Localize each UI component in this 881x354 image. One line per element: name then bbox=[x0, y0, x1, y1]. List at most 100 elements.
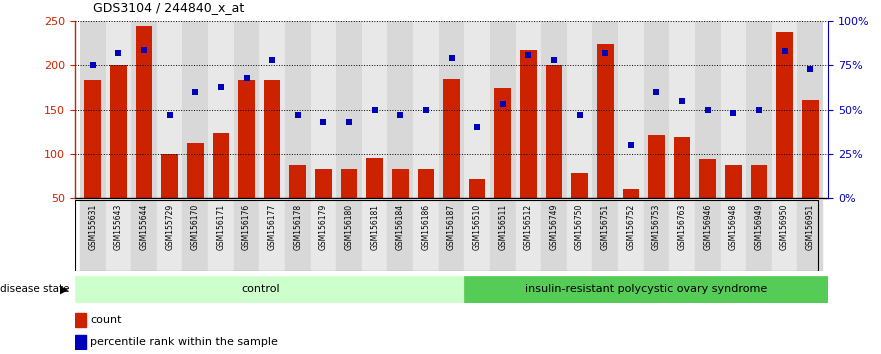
Point bbox=[496, 102, 510, 107]
Bar bbox=[746, 21, 772, 198]
Text: GSM156510: GSM156510 bbox=[472, 204, 482, 250]
Text: GSM156749: GSM156749 bbox=[550, 204, 559, 250]
Point bbox=[316, 119, 330, 125]
Text: GSM156186: GSM156186 bbox=[421, 204, 431, 250]
Bar bbox=[285, 200, 311, 271]
Bar bbox=[797, 21, 823, 198]
Bar bbox=[233, 21, 259, 198]
Bar bbox=[490, 200, 515, 271]
Bar bbox=[80, 21, 106, 198]
Bar bbox=[366, 159, 383, 198]
Bar bbox=[597, 44, 613, 198]
Text: GSM156750: GSM156750 bbox=[575, 204, 584, 250]
Point bbox=[624, 142, 638, 148]
Point bbox=[163, 112, 177, 118]
Bar bbox=[337, 200, 362, 271]
Bar bbox=[233, 200, 259, 271]
Text: insulin-resistant polycystic ovary syndrome: insulin-resistant polycystic ovary syndr… bbox=[525, 284, 767, 295]
Bar bbox=[85, 80, 101, 198]
Bar bbox=[541, 21, 566, 198]
Bar bbox=[439, 21, 464, 198]
Bar bbox=[311, 21, 337, 198]
Text: GSM156180: GSM156180 bbox=[344, 204, 353, 250]
Bar bbox=[208, 21, 233, 198]
Point bbox=[649, 89, 663, 95]
Bar bbox=[259, 21, 285, 198]
Point bbox=[573, 112, 587, 118]
Bar bbox=[157, 200, 182, 271]
Text: GSM156946: GSM156946 bbox=[703, 204, 712, 250]
Bar bbox=[566, 200, 592, 271]
Bar bbox=[674, 137, 691, 198]
Bar bbox=[315, 169, 332, 198]
Bar bbox=[263, 80, 280, 198]
Text: GDS3104 / 244840_x_at: GDS3104 / 244840_x_at bbox=[93, 1, 244, 14]
Point bbox=[342, 119, 356, 125]
Bar bbox=[362, 21, 388, 198]
Bar bbox=[746, 200, 772, 271]
Text: control: control bbox=[241, 284, 280, 295]
Bar bbox=[439, 200, 464, 271]
Bar bbox=[515, 200, 541, 271]
Bar bbox=[648, 135, 665, 198]
Bar bbox=[515, 21, 541, 198]
Text: GSM156187: GSM156187 bbox=[447, 204, 456, 250]
Bar bbox=[106, 200, 131, 271]
Text: GSM156178: GSM156178 bbox=[293, 204, 302, 250]
Bar bbox=[413, 21, 439, 198]
Bar bbox=[520, 50, 537, 198]
Text: GSM155643: GSM155643 bbox=[114, 204, 123, 250]
Text: GSM156170: GSM156170 bbox=[191, 204, 200, 250]
Text: GSM156184: GSM156184 bbox=[396, 204, 404, 250]
Text: GSM156753: GSM156753 bbox=[652, 204, 661, 250]
Bar bbox=[187, 143, 204, 198]
Text: GSM156181: GSM156181 bbox=[370, 204, 379, 250]
Bar bbox=[392, 169, 409, 198]
Bar bbox=[182, 200, 208, 271]
Text: percentile rank within the sample: percentile rank within the sample bbox=[91, 337, 278, 347]
Bar bbox=[110, 65, 127, 198]
Bar bbox=[80, 200, 106, 271]
Text: GSM156179: GSM156179 bbox=[319, 204, 328, 250]
Point bbox=[598, 50, 612, 56]
Bar bbox=[464, 21, 490, 198]
Text: ▶: ▶ bbox=[60, 284, 69, 295]
Bar bbox=[212, 133, 229, 198]
Point bbox=[291, 112, 305, 118]
Point bbox=[547, 57, 561, 63]
Point bbox=[726, 110, 740, 116]
Text: GSM156751: GSM156751 bbox=[601, 204, 610, 250]
Bar bbox=[623, 188, 640, 198]
Point bbox=[240, 75, 254, 81]
Bar bbox=[238, 80, 255, 198]
Bar bbox=[388, 21, 413, 198]
Bar bbox=[161, 154, 178, 198]
Bar bbox=[644, 200, 670, 271]
Bar bbox=[311, 200, 337, 271]
Bar bbox=[618, 21, 644, 198]
Point bbox=[751, 107, 766, 113]
Bar bbox=[362, 200, 388, 271]
Point bbox=[418, 107, 433, 113]
Text: GSM156948: GSM156948 bbox=[729, 204, 738, 250]
Text: GSM156512: GSM156512 bbox=[524, 204, 533, 250]
Bar bbox=[566, 21, 592, 198]
Point bbox=[137, 47, 152, 52]
Bar bbox=[136, 26, 152, 198]
Text: GSM156763: GSM156763 bbox=[677, 204, 686, 250]
Text: GSM156950: GSM156950 bbox=[780, 204, 789, 250]
Bar bbox=[592, 21, 618, 198]
Bar bbox=[797, 200, 823, 271]
Bar bbox=[443, 79, 460, 198]
Bar bbox=[290, 165, 306, 198]
Text: GSM156752: GSM156752 bbox=[626, 204, 635, 250]
Text: disease state: disease state bbox=[0, 284, 70, 295]
Point bbox=[778, 48, 792, 54]
Point bbox=[111, 50, 125, 56]
Point bbox=[214, 84, 228, 90]
Point bbox=[675, 98, 689, 104]
Point bbox=[393, 112, 407, 118]
Text: GSM156171: GSM156171 bbox=[217, 204, 226, 250]
Bar bbox=[545, 65, 562, 198]
Bar bbox=[700, 159, 716, 198]
